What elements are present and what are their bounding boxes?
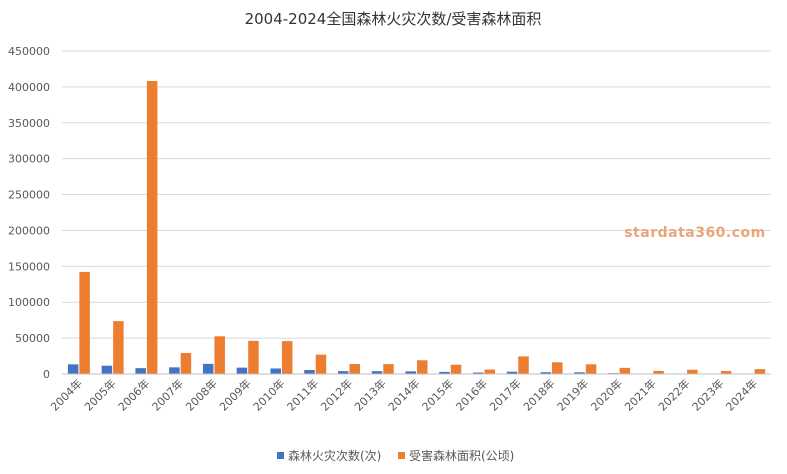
x-tick-label: 2017年: [486, 376, 523, 413]
bar-burned-area: [417, 360, 428, 374]
bar-fire-count: [304, 370, 315, 374]
bar-burned-area: [484, 369, 496, 374]
x-tick-label: 2006年: [115, 376, 152, 413]
bar-fire-count: [473, 372, 484, 374]
bar-fire-count: [67, 364, 79, 374]
legend-swatch: [398, 452, 405, 459]
bar-fire-count: [574, 372, 585, 374]
y-tick-label: 50000: [15, 332, 50, 345]
x-tick-label: 2010年: [250, 376, 287, 413]
bar-fire-count: [169, 367, 180, 374]
bar-burned-area: [113, 321, 124, 374]
x-tick-label: 2020年: [588, 376, 625, 413]
bar-fire-count: [371, 371, 383, 374]
bar-burned-area: [450, 364, 462, 374]
y-tick-label: 0: [43, 368, 50, 381]
y-tick-label: 100000: [8, 296, 50, 309]
bar-fire-count: [506, 371, 518, 374]
bar-burned-area: [619, 367, 631, 374]
x-tick-label: 2009年: [216, 376, 253, 413]
bar-fire-count: [101, 365, 113, 374]
x-tick-label: 2023年: [689, 376, 726, 413]
bar-burned-area: [518, 356, 529, 374]
y-tick-label: 450000: [8, 45, 50, 58]
bar-burned-area: [349, 363, 360, 374]
bar-burned-area: [585, 364, 597, 374]
legend-label: 受害森林面积(公顷): [409, 448, 514, 463]
y-axis-ticks: 0 50000 100000 150000 200000 250000 300000 3500…: [8, 45, 50, 381]
x-tick-label: 2024年: [723, 376, 760, 413]
bar-fire-count: [439, 371, 450, 374]
bar-burned-area: [248, 340, 259, 374]
legend-label: 森林火灾次数(次): [288, 448, 381, 463]
grid-lines: [62, 50, 771, 339]
legend: 森林火灾次数(次) 受害森林面积(公顷): [277, 448, 514, 463]
y-tick-label: 150000: [8, 260, 50, 273]
y-tick-label: 400000: [8, 81, 50, 94]
bar-fire-count: [405, 371, 416, 374]
bar-burned-area: [383, 364, 394, 374]
bar-burned-area: [315, 354, 327, 374]
y-tick-label: 200000: [8, 224, 50, 237]
x-tick-label: 2016年: [453, 376, 490, 413]
y-tick-label: 250000: [8, 189, 50, 202]
x-tick-label: 2022年: [655, 376, 692, 413]
x-tick-label: 2014年: [385, 376, 422, 413]
x-tick-label: 2008年: [183, 376, 220, 413]
x-tick-label: 2004年: [48, 376, 85, 413]
x-tick-label: 2013年: [351, 376, 388, 413]
legend-swatch: [277, 452, 284, 459]
bar-burned-area: [180, 352, 192, 374]
bar-fire-count: [270, 368, 281, 374]
x-tick-label: 2019年: [554, 376, 591, 413]
x-tick-label: 2007年: [149, 376, 186, 413]
watermark-text: stardata360.com: [624, 225, 766, 241]
x-tick-label: 2015年: [419, 376, 456, 413]
x-tick-label: 2011年: [284, 376, 321, 413]
bar-burned-area: [214, 336, 225, 374]
bar-burned-area: [653, 370, 664, 374]
bar-burned-area: [687, 369, 698, 374]
bar-burned-area: [79, 271, 90, 374]
x-axis-ticks: 2004年2005年2006年2007年2008年2009年2010年2011年…: [48, 376, 761, 413]
y-tick-label: 300000: [8, 153, 50, 166]
chart-title: 2004-2024全国森林火灾次数/受害森林面积: [245, 10, 542, 28]
x-tick-label: 2005年: [81, 376, 118, 413]
bar-fire-count: [540, 372, 552, 374]
bar-burned-area: [552, 362, 563, 374]
x-tick-label: 2012年: [318, 376, 355, 413]
x-tick-label: 2021年: [621, 376, 658, 413]
bar-fire-count: [337, 371, 349, 374]
x-tick-label: 2018年: [520, 376, 557, 413]
bar-burned-area: [146, 80, 158, 375]
bar-burned-area: [281, 341, 293, 374]
bars: [67, 80, 766, 375]
bar-fire-count: [202, 363, 214, 374]
bar-burned-area: [720, 371, 732, 374]
bar-fire-count: [236, 367, 248, 374]
y-tick-label: 350000: [8, 117, 50, 130]
bar-burned-area: [754, 369, 766, 374]
bar-fire-count: [135, 368, 146, 374]
